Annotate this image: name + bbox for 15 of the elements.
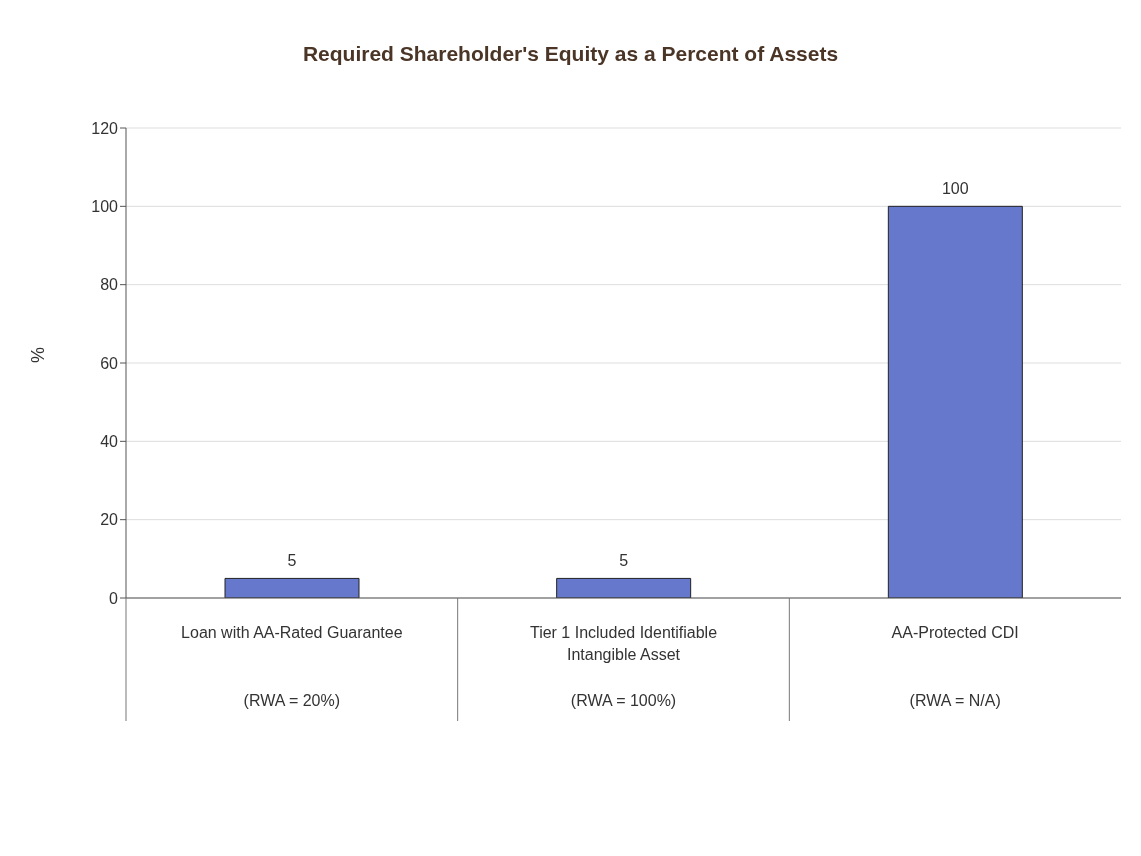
data-label: 5 [619, 552, 629, 570]
y-tick-label: 120 [91, 119, 119, 137]
y-tick-label: 0 [109, 589, 119, 607]
y-axis-title: % [28, 346, 49, 363]
category-label: AA-Protected CDI (RWA = N/A) [891, 624, 1019, 709]
data-label: 5 [287, 552, 297, 570]
data-label: 100 [941, 180, 969, 198]
y-tick-label: 100 [91, 198, 119, 216]
chart-title: Required Shareholder's Equity as a Percent of Assets [301, 42, 840, 66]
y-tick-label: 20 [100, 511, 119, 529]
category-label: Loan with AA-Rated Guarantee (RWA = 20%) [181, 624, 403, 709]
y-tick-label: 40 [100, 433, 119, 451]
category-label: Tier 1 Included Identifiable Intangible Asset (RWA = 100%) [529, 624, 718, 709]
y-tick-label: 80 [100, 276, 119, 294]
y-tick-label: 60 [100, 354, 119, 372]
